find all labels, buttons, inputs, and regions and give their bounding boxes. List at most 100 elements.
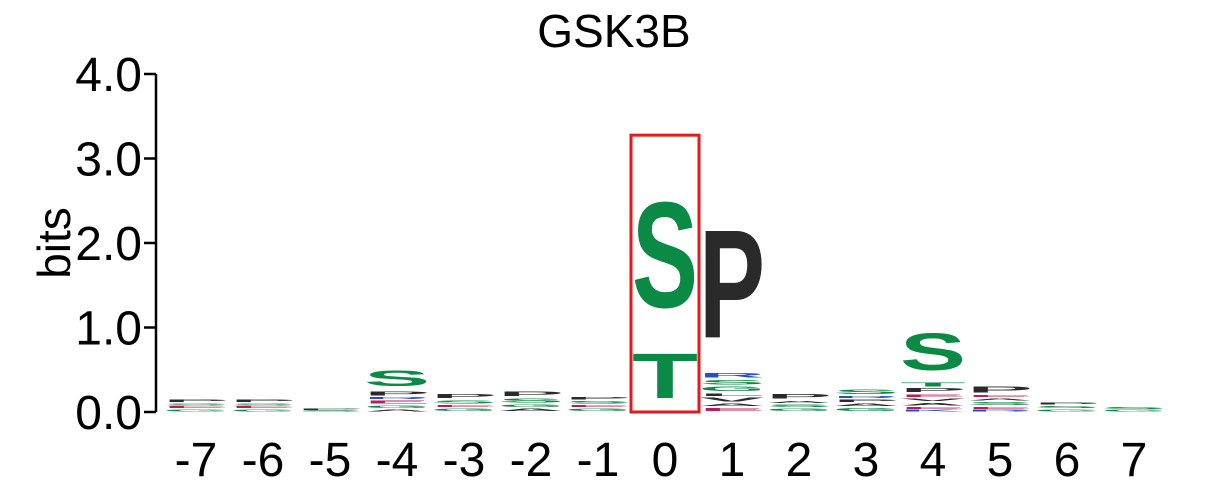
logo-letter-s: S xyxy=(699,379,765,386)
logo-letter-a: A xyxy=(766,400,832,403)
logo-letter-r: R xyxy=(699,371,765,379)
logo-letter-e: E xyxy=(900,393,966,397)
logo-stack: TS xyxy=(632,171,698,412)
x-tick-label: -6 xyxy=(242,434,285,487)
logo-letter-p: P xyxy=(967,385,1033,394)
logo-letter-e: E xyxy=(565,404,631,407)
logo-letter-p: P xyxy=(766,393,832,401)
x-tick-label: 4 xyxy=(920,434,947,487)
logo-letter-s: S xyxy=(498,398,564,404)
y-axis: 0.0 1.0 2.0 3.0 4.0 xyxy=(75,49,158,440)
logo-letter-p: P xyxy=(900,387,966,393)
y-tick-label: 2.0 xyxy=(75,218,142,271)
logo-letter-p: P xyxy=(230,398,296,402)
logo-letter-p: P xyxy=(1034,402,1100,405)
logo-letter-s: S xyxy=(364,366,430,391)
logo-letter-a: A xyxy=(833,403,899,407)
logo-letter-p: P xyxy=(833,398,899,402)
highlight-box xyxy=(629,133,701,414)
logo-letter-s: S xyxy=(431,399,497,404)
logo-letter-a: A xyxy=(699,403,765,407)
logo-letter-s: S xyxy=(230,403,296,406)
y-tick-label: 0.0 xyxy=(75,387,142,440)
logo-letter-e: E xyxy=(967,406,1033,409)
x-tick-label: 5 xyxy=(987,434,1014,487)
x-tick-label: 6 xyxy=(1054,434,1081,487)
y-tick-label: 1.0 xyxy=(75,303,142,356)
logo-letter-s: S xyxy=(632,171,698,340)
logo-letter-g: G xyxy=(1101,409,1167,412)
x-tick-label: -3 xyxy=(443,434,486,487)
logo-letter-e: E xyxy=(163,406,229,409)
x-tick-label: -7 xyxy=(175,434,218,487)
logo-letter-p: P xyxy=(297,409,363,411)
logo-letter-t: T xyxy=(900,382,966,388)
x-tick-label: 3 xyxy=(853,434,880,487)
x-tick-label: 1 xyxy=(719,434,746,487)
y-tick-label: 4.0 xyxy=(75,49,142,102)
logo-stack: GS xyxy=(1101,406,1167,412)
logo-letter-s: S xyxy=(833,388,899,395)
logo-letter-p: P xyxy=(498,390,564,398)
logo-letter-r: R xyxy=(364,397,430,400)
logo-letter-a: A xyxy=(900,402,966,406)
logo-letter-g: G xyxy=(833,407,899,412)
logo-letter-g: G xyxy=(766,408,832,412)
logo-stack: GSP xyxy=(1034,402,1100,412)
logo-letter-s: S xyxy=(900,322,966,381)
logo-stack: SP xyxy=(297,409,363,412)
logo-letter-s: S xyxy=(1101,406,1167,409)
logo-letter-g: G xyxy=(565,408,631,412)
logo-letter-a: A xyxy=(364,409,430,412)
logo-letter-e: E xyxy=(431,404,497,407)
x-tick-label: -2 xyxy=(510,434,553,487)
logo-letter-v: V xyxy=(699,397,765,403)
x-tick-label: 0 xyxy=(652,434,679,487)
logo-letter-a: A xyxy=(967,398,1033,401)
logo-letter-g: G xyxy=(431,408,497,412)
logo-letter-e: E xyxy=(364,399,430,404)
highlight-box-group xyxy=(629,133,701,414)
logo-letter-p: P xyxy=(431,393,497,399)
logo-letter-s: S xyxy=(766,404,832,408)
logo-letter-p: P xyxy=(364,391,430,397)
x-tick-label: -4 xyxy=(376,434,419,487)
logo-letter-s: S xyxy=(967,401,1033,406)
logo-letter-p: P xyxy=(163,398,229,402)
logo-letter-e: E xyxy=(230,406,296,409)
logo-letter-s: S xyxy=(1034,405,1100,408)
y-axis-label: bits xyxy=(28,207,80,279)
logo-letter-g: G xyxy=(230,409,296,412)
logo-letter-a: A xyxy=(498,408,564,412)
x-tick-label: -5 xyxy=(309,434,352,487)
x-axis-labels: -7 -6 -5 -4 -3 -2 -1 0 1 2 3 4 5 6 7 xyxy=(175,434,1148,487)
logo-letter-g: G xyxy=(1034,409,1100,412)
logo-letter-v: V xyxy=(900,398,966,402)
logo-letter-p: P xyxy=(699,197,765,371)
logo-letter-l: L xyxy=(699,393,765,397)
x-tick-label: 7 xyxy=(1121,434,1148,487)
logo-letter-s: S xyxy=(565,400,631,404)
logo-letter-r: R xyxy=(967,409,1033,412)
x-tick-label: 2 xyxy=(786,434,813,487)
logo-letter-k: K xyxy=(900,409,966,412)
logo-letter-s: S xyxy=(163,403,229,406)
chart-title: GSK3B xyxy=(537,5,690,57)
logo-letter-r: R xyxy=(833,395,899,398)
logo-letter-g: G xyxy=(498,404,564,408)
logo-letter-e: E xyxy=(699,407,765,412)
logo-letter-s: S xyxy=(297,410,363,412)
logo-letter-e: E xyxy=(967,394,1033,397)
